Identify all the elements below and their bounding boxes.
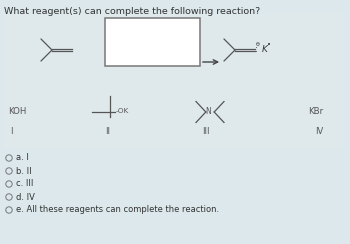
Text: b. II: b. II xyxy=(16,166,32,175)
Circle shape xyxy=(6,181,12,187)
Bar xyxy=(4,14,344,149)
Text: K: K xyxy=(261,44,267,53)
Text: N: N xyxy=(205,106,211,115)
Text: What reagent(s) can complete the following reaction?: What reagent(s) can complete the followi… xyxy=(4,7,260,16)
Text: I: I xyxy=(10,128,13,136)
Text: •: • xyxy=(266,42,271,48)
Text: d. IV: d. IV xyxy=(16,193,35,202)
Circle shape xyxy=(6,194,12,200)
Bar xyxy=(105,18,200,66)
Text: IV: IV xyxy=(315,128,323,136)
Circle shape xyxy=(6,207,12,213)
Text: θ: θ xyxy=(256,42,259,48)
Text: KBr: KBr xyxy=(308,108,323,116)
Text: a. I: a. I xyxy=(16,153,29,163)
Text: II: II xyxy=(105,128,110,136)
Text: :: : xyxy=(256,45,258,54)
Text: -OK: -OK xyxy=(116,108,129,114)
Circle shape xyxy=(6,168,12,174)
Text: III: III xyxy=(202,128,210,136)
Text: c. III: c. III xyxy=(16,180,33,189)
Circle shape xyxy=(6,155,12,161)
Text: KOH: KOH xyxy=(8,108,26,116)
Text: e. All these reagents can complete the reaction.: e. All these reagents can complete the r… xyxy=(16,205,219,214)
